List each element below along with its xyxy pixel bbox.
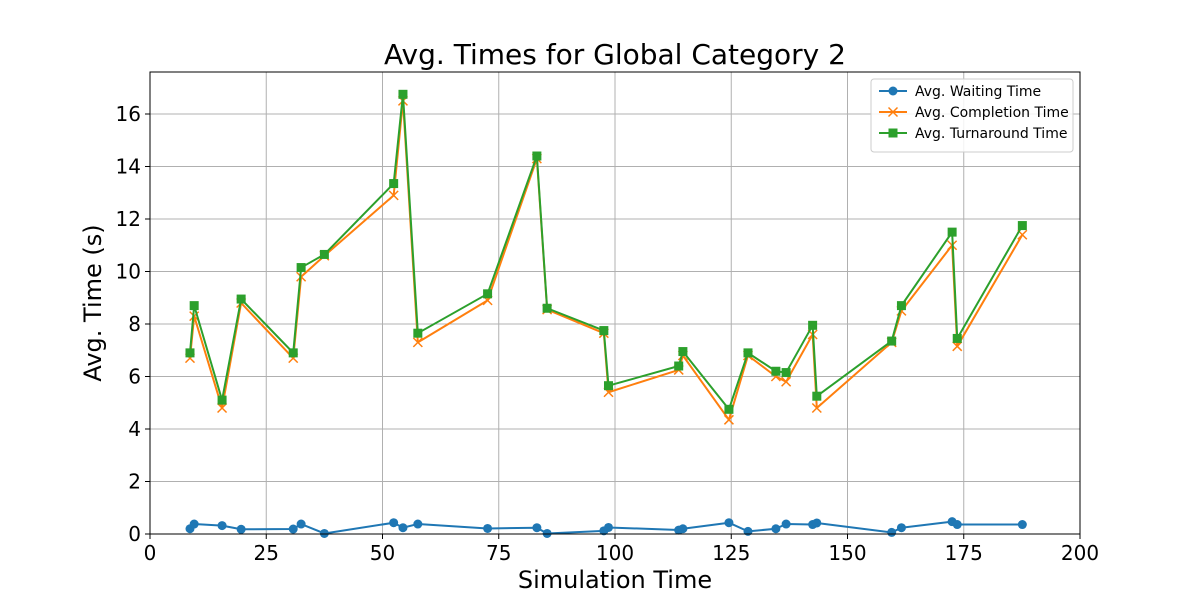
data-point bbox=[398, 523, 408, 533]
data-point bbox=[724, 518, 734, 528]
data-point bbox=[781, 376, 792, 387]
data-point bbox=[887, 527, 897, 537]
data-point bbox=[1017, 520, 1027, 530]
data-point bbox=[603, 381, 613, 391]
data-point bbox=[398, 89, 408, 99]
data-point bbox=[532, 151, 542, 161]
data-point bbox=[743, 526, 753, 536]
y-axis-label: Avg. Time (s) bbox=[79, 224, 107, 381]
x-tick-label: 25 bbox=[254, 541, 279, 565]
data-point bbox=[771, 524, 781, 534]
data-point bbox=[771, 366, 781, 376]
data-point bbox=[678, 524, 688, 534]
y-tick-label: 0 bbox=[128, 522, 141, 546]
data-point bbox=[542, 303, 552, 313]
data-point bbox=[532, 523, 542, 533]
data-point bbox=[217, 395, 227, 405]
x-tick-label: 75 bbox=[486, 541, 511, 565]
data-point bbox=[483, 523, 493, 533]
y-tick-label: 4 bbox=[128, 417, 141, 441]
y-tick-label: 12 bbox=[116, 207, 141, 231]
y-tick-label: 10 bbox=[116, 260, 141, 284]
x-tick-label: 200 bbox=[1061, 541, 1099, 565]
data-point bbox=[389, 518, 399, 528]
legend: Avg. Waiting Time Avg. Completion Time Avg… bbox=[870, 78, 1074, 153]
data-point bbox=[413, 328, 423, 338]
data-point bbox=[542, 528, 552, 538]
x-tick-label: 50 bbox=[370, 541, 395, 565]
series-avg-waiting-time bbox=[185, 517, 1027, 538]
x-tick-label: 150 bbox=[828, 541, 866, 565]
data-point bbox=[185, 348, 195, 358]
chart-title: Avg. Times for Global Category 2 bbox=[384, 38, 846, 71]
legend-label: Avg. Turnaround Time bbox=[915, 126, 1067, 142]
x-tick-label: 0 bbox=[144, 541, 157, 565]
data-point bbox=[236, 294, 246, 304]
data-point bbox=[412, 337, 423, 348]
data-point bbox=[296, 519, 306, 529]
data-point bbox=[896, 301, 906, 311]
y-tick-label: 14 bbox=[116, 155, 141, 179]
legend-item: Avg. Turnaround Time bbox=[879, 126, 1067, 142]
x-tick-label: 100 bbox=[596, 541, 634, 565]
legend-item: Avg. Completion Time bbox=[879, 105, 1069, 121]
data-point bbox=[603, 522, 613, 532]
data-point bbox=[781, 368, 791, 378]
data-point bbox=[296, 263, 306, 273]
data-point bbox=[288, 524, 298, 534]
series-avg-turnaround-time bbox=[185, 89, 1027, 414]
x-tick-label: 175 bbox=[945, 541, 983, 565]
data-point bbox=[812, 391, 822, 401]
legend-label: Avg. Completion Time bbox=[915, 105, 1069, 121]
data-point bbox=[887, 336, 897, 346]
data-point bbox=[599, 326, 609, 336]
data-point bbox=[812, 518, 822, 528]
x-tick-label: 125 bbox=[712, 541, 750, 565]
data-point bbox=[189, 301, 199, 311]
series-line bbox=[188, 93, 1024, 411]
data-point bbox=[319, 528, 329, 538]
y-tick-label: 2 bbox=[128, 470, 141, 494]
y-tick-label: 8 bbox=[128, 312, 141, 336]
data-point bbox=[236, 524, 246, 534]
legend-marker bbox=[887, 106, 899, 118]
data-point bbox=[1017, 221, 1027, 231]
legend-label: Avg. Waiting Time bbox=[915, 84, 1041, 100]
data-point bbox=[189, 519, 199, 529]
y-tick-label: 6 bbox=[128, 365, 141, 389]
data-point bbox=[217, 402, 228, 414]
data-point bbox=[388, 190, 399, 201]
data-point bbox=[947, 227, 957, 237]
data-point bbox=[723, 414, 734, 425]
data-point bbox=[781, 519, 791, 529]
grid bbox=[149, 72, 1081, 535]
x-axis-label: Simulation Time bbox=[518, 566, 712, 594]
legend-marker bbox=[888, 128, 898, 138]
data-point bbox=[896, 523, 906, 533]
data-point bbox=[217, 521, 227, 531]
data-point bbox=[952, 341, 963, 352]
data-point bbox=[674, 361, 684, 371]
data-point bbox=[743, 348, 753, 358]
data-point bbox=[952, 520, 962, 530]
data-point bbox=[413, 519, 423, 529]
data-point bbox=[808, 320, 818, 330]
data-point bbox=[483, 289, 493, 299]
legend-item: Avg. Waiting Time bbox=[879, 84, 1041, 100]
legend-box bbox=[870, 78, 1074, 153]
legend-marker bbox=[888, 86, 898, 96]
axis-ticks: 0 25 50 75 100 125 150 175 200 0 2 4 6 8 10 12 14 16 bbox=[116, 102, 1100, 565]
series-group bbox=[184, 89, 1028, 538]
data-point bbox=[389, 179, 399, 189]
data-point bbox=[811, 402, 822, 414]
data-point bbox=[319, 249, 329, 259]
data-point bbox=[288, 348, 298, 358]
y-tick-label: 16 bbox=[116, 102, 141, 126]
data-point bbox=[678, 347, 688, 357]
data-point bbox=[724, 404, 734, 414]
data-point bbox=[952, 333, 962, 343]
